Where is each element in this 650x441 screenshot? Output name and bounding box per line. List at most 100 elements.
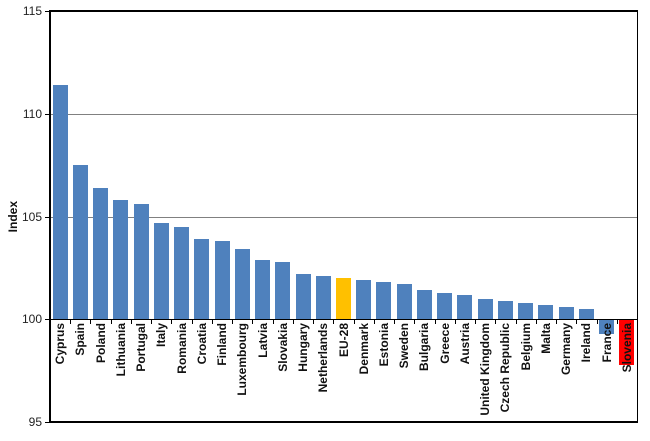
x-label-united-kingdom: United Kingdom bbox=[478, 323, 492, 416]
x-label-latvia: Latvia bbox=[256, 323, 270, 358]
bar-romania bbox=[174, 227, 189, 319]
x-label-austria: Austria bbox=[458, 323, 472, 365]
bar-belgium bbox=[518, 303, 533, 319]
x-tick bbox=[394, 319, 395, 324]
x-label-estonia: Estonia bbox=[377, 323, 391, 367]
x-tick bbox=[333, 319, 334, 324]
x-tick bbox=[354, 319, 355, 324]
x-label-italy: Italy bbox=[154, 323, 168, 348]
bar-malta bbox=[538, 305, 553, 319]
x-label-denmark: Denmark bbox=[357, 323, 371, 375]
y-tick-label: 105 bbox=[21, 210, 42, 224]
bar-sweden bbox=[397, 284, 412, 319]
x-tick bbox=[70, 319, 71, 324]
x-tick bbox=[232, 319, 233, 324]
y-tick bbox=[45, 217, 50, 218]
x-label-eu-28: EU-28 bbox=[337, 323, 351, 358]
x-label-ireland: Ireland bbox=[579, 323, 593, 363]
x-tick bbox=[455, 319, 456, 324]
x-tick bbox=[90, 319, 91, 324]
bar-latvia bbox=[255, 260, 270, 320]
x-label-poland: Poland bbox=[94, 323, 108, 364]
bar-finland bbox=[215, 241, 230, 319]
x-label-belgium: Belgium bbox=[519, 323, 533, 371]
x-tick bbox=[597, 319, 598, 324]
bar-portugal bbox=[134, 204, 149, 319]
bar-netherlands bbox=[316, 276, 331, 319]
x-tick bbox=[171, 319, 172, 324]
bar-france bbox=[599, 320, 614, 334]
x-label-spain: Spain bbox=[73, 323, 87, 356]
x-tick bbox=[192, 319, 193, 324]
x-label-greece: Greece bbox=[438, 323, 452, 364]
x-tick bbox=[50, 319, 51, 324]
y-axis-line bbox=[49, 10, 51, 423]
bar-germany bbox=[559, 307, 574, 319]
bar-poland bbox=[93, 188, 108, 320]
x-tick bbox=[637, 319, 638, 324]
plot-border-right bbox=[637, 10, 638, 423]
x-axis-line bbox=[50, 319, 637, 320]
x-label-finland: Finland bbox=[215, 323, 229, 366]
x-tick bbox=[516, 319, 517, 324]
gridline-105 bbox=[51, 217, 637, 218]
gridline-110 bbox=[51, 114, 637, 115]
y-tick bbox=[45, 11, 50, 12]
y-tick-label: 95 bbox=[28, 415, 42, 429]
bar-luxembourg bbox=[235, 249, 250, 319]
x-tick bbox=[495, 319, 496, 324]
x-label-slovenia: Slovenia bbox=[620, 323, 634, 373]
x-label-netherlands: Netherlands bbox=[316, 323, 330, 393]
y-tick-label: 115 bbox=[22, 4, 42, 18]
x-tick bbox=[131, 319, 132, 324]
bar-hungary bbox=[296, 274, 311, 319]
x-label-bulgaria: Bulgaria bbox=[417, 323, 431, 372]
plot-border-bottom bbox=[49, 421, 638, 423]
bar-united-kingdom bbox=[478, 299, 493, 320]
x-tick bbox=[576, 319, 577, 324]
x-tick bbox=[293, 319, 294, 324]
x-label-malta: Malta bbox=[539, 323, 553, 354]
x-label-cyprus: Cyprus bbox=[53, 323, 67, 365]
x-tick bbox=[273, 319, 274, 324]
bar-greece bbox=[437, 293, 452, 320]
y-tick bbox=[45, 422, 50, 423]
x-label-germany: Germany bbox=[559, 323, 573, 376]
x-tick bbox=[374, 319, 375, 324]
x-tick bbox=[556, 319, 557, 324]
x-tick bbox=[414, 319, 415, 324]
y-tick bbox=[45, 114, 50, 115]
x-label-france: France bbox=[600, 323, 614, 363]
bar-croatia bbox=[194, 239, 209, 319]
x-label-czech-republic: Czech Republic bbox=[498, 323, 512, 413]
x-label-hungary: Hungary bbox=[296, 323, 310, 372]
x-tick bbox=[212, 319, 213, 324]
bar-bulgaria bbox=[417, 290, 432, 319]
x-label-sweden: Sweden bbox=[397, 323, 411, 369]
bar-austria bbox=[457, 295, 472, 320]
x-label-croatia: Croatia bbox=[195, 323, 209, 365]
bar-italy bbox=[154, 223, 169, 320]
x-label-luxembourg: Luxembourg bbox=[235, 323, 249, 396]
y-tick-label: 100 bbox=[21, 312, 42, 326]
bar-lithuania bbox=[113, 200, 128, 319]
bar-estonia bbox=[376, 282, 391, 319]
x-tick bbox=[151, 319, 152, 324]
bar-denmark bbox=[356, 280, 371, 319]
x-label-lithuania: Lithuania bbox=[114, 323, 128, 377]
x-tick bbox=[475, 319, 476, 324]
x-label-romania: Romania bbox=[175, 323, 189, 374]
y-tick bbox=[45, 319, 50, 320]
x-label-slovakia: Slovakia bbox=[276, 323, 290, 372]
bar-slovenia bbox=[619, 320, 634, 365]
x-tick bbox=[536, 319, 537, 324]
bar-eu-28 bbox=[336, 278, 351, 319]
bar-spain bbox=[73, 165, 88, 319]
bar-cyprus bbox=[53, 85, 68, 319]
bar-slovakia bbox=[275, 262, 290, 320]
x-tick bbox=[252, 319, 253, 324]
x-tick bbox=[435, 319, 436, 324]
x-label-portugal: Portugal bbox=[134, 323, 148, 372]
